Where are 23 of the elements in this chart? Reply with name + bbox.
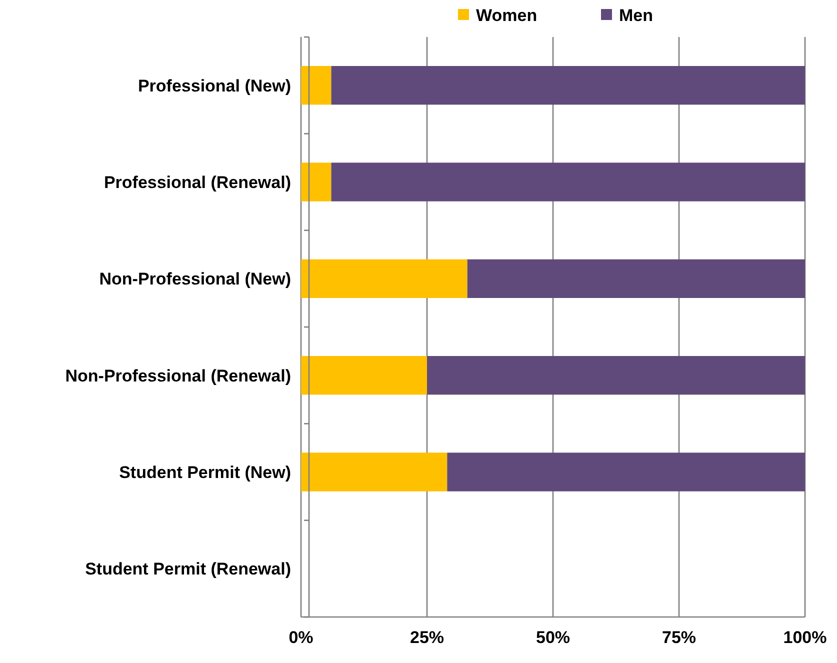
bar (447, 452, 805, 492)
bar (301, 259, 468, 298)
x-tick-label: 25% (410, 628, 444, 647)
y-tick-label: Student Permit (Renewal) (85, 560, 291, 579)
bar (301, 162, 332, 202)
x-tick-label: 0% (288, 628, 314, 647)
bar (301, 66, 332, 105)
x-tick-label: 75% (662, 628, 696, 647)
y-tick-label: Non-Professional (New) (99, 270, 291, 289)
x-tick-label: 100% (783, 628, 827, 647)
y-tick-label: Professional (New) (138, 76, 291, 96)
bar (331, 162, 805, 202)
x-tick-label: 50% (536, 628, 570, 647)
bar (467, 259, 805, 298)
y-tick-label: Professional (Renewal) (104, 172, 291, 192)
y-tick-label: Student Permit (New) (119, 462, 291, 482)
bar (301, 356, 427, 395)
bar (301, 452, 448, 492)
bar (331, 66, 805, 105)
y-tick-label: Non-Professional (Renewal) (65, 366, 291, 386)
legend-label: Women (476, 6, 538, 25)
bar (427, 356, 805, 395)
legend-label: Men (619, 6, 653, 25)
